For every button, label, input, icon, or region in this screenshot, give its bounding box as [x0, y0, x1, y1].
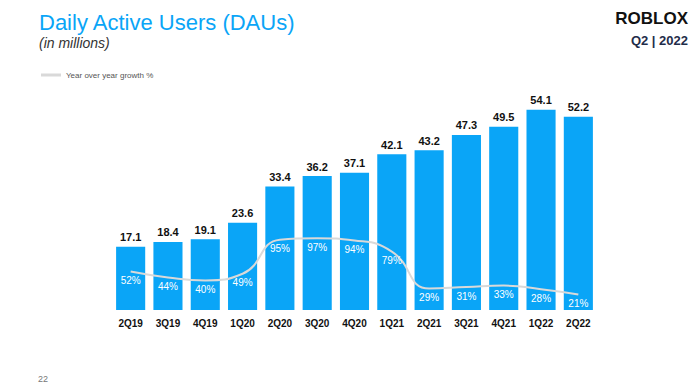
svg-text:49.5: 49.5: [493, 111, 514, 123]
svg-text:2Q20: 2Q20: [268, 318, 293, 329]
svg-text:4Q20: 4Q20: [342, 318, 367, 329]
svg-text:21%: 21%: [568, 298, 588, 309]
svg-text:33.4: 33.4: [269, 171, 291, 183]
svg-text:36.2: 36.2: [306, 161, 327, 173]
svg-text:18.4: 18.4: [157, 226, 179, 238]
svg-text:2Q19: 2Q19: [118, 318, 143, 329]
svg-text:3Q21: 3Q21: [454, 318, 479, 329]
svg-text:44%: 44%: [158, 281, 178, 292]
svg-text:28%: 28%: [531, 293, 551, 304]
svg-text:37.1: 37.1: [344, 157, 365, 169]
svg-text:94%: 94%: [344, 244, 364, 255]
svg-text:43.2: 43.2: [418, 135, 439, 147]
svg-text:(in millions): (in millions): [39, 35, 110, 51]
svg-text:49%: 49%: [233, 277, 253, 288]
svg-text:47.3: 47.3: [456, 119, 477, 131]
svg-text:ROBLOX: ROBLOX: [615, 9, 688, 28]
svg-text:23.6: 23.6: [232, 207, 253, 219]
svg-text:1Q22: 1Q22: [529, 318, 554, 329]
svg-text:3Q20: 3Q20: [305, 318, 330, 329]
svg-text:95%: 95%: [270, 243, 290, 254]
svg-text:33%: 33%: [494, 289, 514, 300]
svg-text:2Q21: 2Q21: [417, 318, 442, 329]
svg-text:Q2 | 2022: Q2 | 2022: [631, 33, 688, 48]
svg-text:52%: 52%: [121, 275, 141, 286]
svg-text:3Q19: 3Q19: [156, 318, 181, 329]
svg-text:97%: 97%: [307, 242, 327, 253]
svg-text:42.1: 42.1: [381, 139, 402, 151]
svg-text:40%: 40%: [195, 284, 215, 295]
svg-text:2Q22: 2Q22: [566, 318, 591, 329]
svg-text:54.1: 54.1: [530, 94, 551, 106]
svg-text:17.1: 17.1: [120, 231, 141, 243]
svg-text:Year over year growth %: Year over year growth %: [66, 71, 153, 80]
svg-text:52.2: 52.2: [568, 101, 589, 113]
svg-text:22: 22: [38, 374, 48, 384]
svg-text:31%: 31%: [456, 291, 476, 302]
svg-text:Daily Active Users (DAUs): Daily Active Users (DAUs): [39, 10, 294, 35]
svg-text:19.1: 19.1: [195, 224, 216, 236]
svg-text:29%: 29%: [419, 292, 439, 303]
svg-text:1Q20: 1Q20: [230, 318, 255, 329]
svg-text:4Q19: 4Q19: [193, 318, 218, 329]
svg-text:4Q21: 4Q21: [491, 318, 516, 329]
svg-text:79%: 79%: [382, 255, 402, 266]
svg-text:1Q21: 1Q21: [380, 318, 405, 329]
